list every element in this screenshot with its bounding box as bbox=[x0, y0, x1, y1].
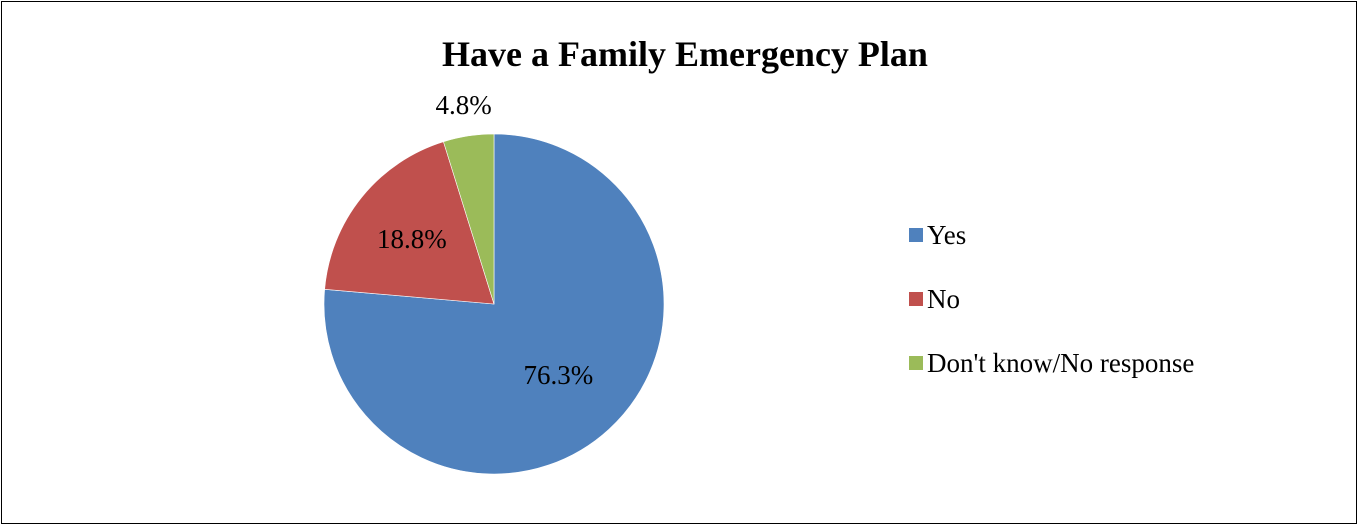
legend-swatch-yes bbox=[909, 228, 923, 242]
legend-label-no: No bbox=[927, 284, 960, 314]
pie-slices bbox=[323, 133, 665, 475]
legend-label-dont-know: Don't know/No response bbox=[927, 348, 1195, 378]
data-label-yes: 76.3% bbox=[523, 360, 593, 390]
pie-slice-no bbox=[324, 141, 495, 305]
data-label-dont-know: 4.8% bbox=[435, 90, 491, 120]
legend-label-yes: Yes bbox=[927, 220, 967, 250]
data-label-no: 18.8% bbox=[377, 224, 447, 254]
pie-slice-dont-know bbox=[443, 133, 495, 305]
legend-swatch-dont-know bbox=[909, 356, 923, 370]
legend-swatch-no bbox=[909, 292, 923, 306]
chart-title: Have a Family Emergency Plan bbox=[442, 34, 928, 74]
pie-data-labels: 76.3% 18.8% 4.8% bbox=[377, 90, 593, 390]
